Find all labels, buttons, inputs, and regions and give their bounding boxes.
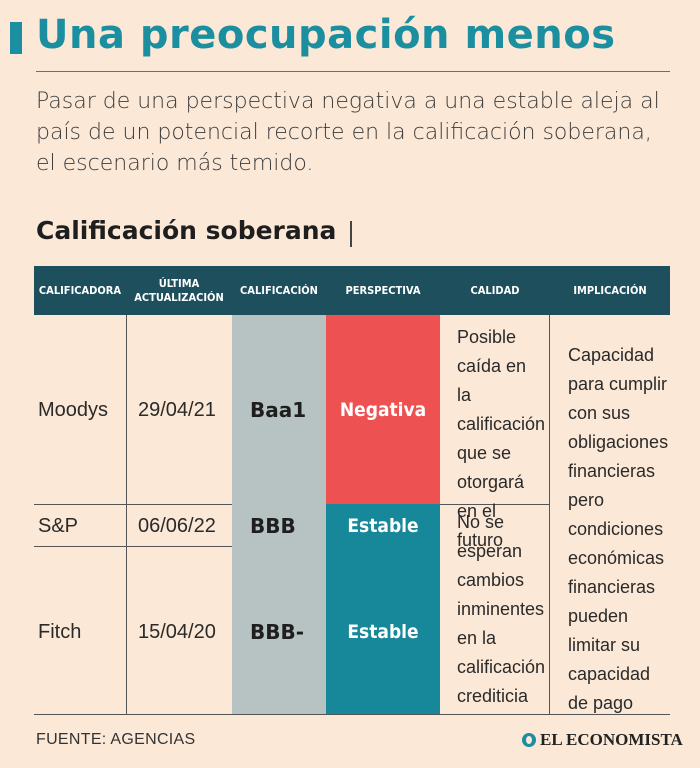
page-subtitle: Pasar de una perspectiva negativa a una … [36, 89, 660, 176]
header-calidad: CALIDAD [470, 283, 520, 297]
header-perspectiva: PERSPECTIVA [345, 283, 421, 297]
table-bottom-rule [34, 714, 670, 715]
row-divider [126, 546, 232, 547]
implicacion-text: Capacidad para cumplir con sus obligacio… [568, 345, 669, 713]
calidad-negativa-text: Posible caída en la calificación que se … [457, 327, 546, 550]
calidad-estable-text: No se esperan cambios inminentes en la c… [457, 512, 546, 706]
table-row-sp-perspectiva: Estable [347, 515, 419, 537]
perspectiva-negativa-cell [326, 315, 440, 504]
el-economista-logo-icon [522, 733, 536, 747]
header-implicacion: IMPLICACIÓN [573, 283, 647, 297]
header-calificacion: CALIFICACIÓN [240, 283, 318, 297]
table-row-moodys-calificadora: Moodys [38, 398, 109, 421]
table-row-fitch-calificadora: Fitch [38, 620, 82, 643]
table-row-moodys-calificacion: Baa1 [250, 398, 307, 422]
section-title-bar [350, 221, 352, 247]
row-divider [126, 504, 232, 505]
header-ultima: ÚLTIMA [158, 276, 200, 290]
row-divider [34, 546, 126, 547]
perspectiva-estable-cell [326, 504, 440, 714]
table-row-moodys-perspectiva: Negativa [339, 399, 427, 421]
table-row-sp-fecha: 06/06/22 [138, 514, 216, 537]
header-ultima-actualizacion: ÚLTIMA ACTUALIZACIÓN [126, 266, 232, 315]
table-header: CALIFICADORA ÚLTIMA ACTUALIZACIÓN CALIFI… [34, 266, 670, 315]
page-title: Una preocupación menos [36, 12, 616, 58]
row-divider [34, 504, 126, 505]
table-row-sp-calificacion: BBB [250, 514, 296, 538]
header-actualizacion: ACTUALIZACIÓN [134, 290, 224, 304]
header-calificadora: CALIFICADORA [38, 283, 122, 297]
column-divider [126, 315, 127, 714]
brand-logo: EL ECONOMISTA [522, 730, 683, 750]
row-divider [440, 504, 549, 505]
column-divider [549, 315, 550, 714]
title-divider [36, 71, 670, 72]
table-row-fitch-perspectiva: Estable [347, 621, 419, 643]
title-accent-bar [10, 22, 22, 54]
section-title: Calificación soberana [36, 216, 337, 245]
table-row-fitch-calificacion: BBB- [250, 620, 305, 644]
brand-name: EL ECONOMISTA [540, 730, 683, 749]
source-note: FUENTE: AGENCIAS [36, 731, 196, 748]
calificacion-column [232, 315, 326, 714]
table-row-moodys-fecha: 29/04/21 [138, 398, 216, 421]
table-row-fitch-fecha: 15/04/20 [138, 620, 216, 643]
table-row-sp-calificadora: S&P [38, 514, 79, 537]
